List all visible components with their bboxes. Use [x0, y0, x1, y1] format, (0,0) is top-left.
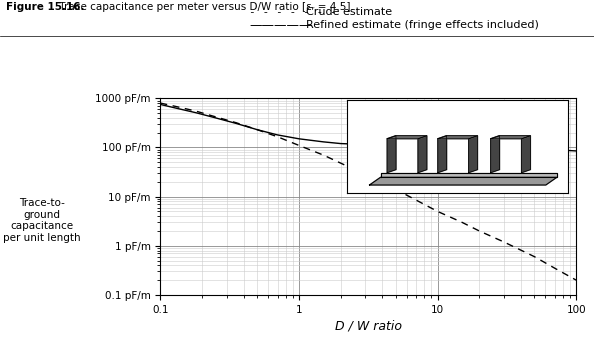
Text: Crude estimate: Crude estimate [306, 7, 392, 17]
Text: —————: ————— [249, 19, 312, 32]
Text: Figure 15.16.: Figure 15.16. [6, 2, 84, 12]
Text: Refined estimate (fringe effects included): Refined estimate (fringe effects include… [306, 20, 539, 31]
Text: D / W ratio: D / W ratio [335, 319, 402, 332]
Text: Trace capacitance per meter versus D/W ratio [εᵣ = 4.5].: Trace capacitance per meter versus D/W r… [56, 2, 354, 12]
Text: - - - - - - -: - - - - - - - [249, 7, 337, 17]
Text: Trace-to-
ground
capacitance
per unit length: Trace-to- ground capacitance per unit le… [3, 198, 81, 243]
